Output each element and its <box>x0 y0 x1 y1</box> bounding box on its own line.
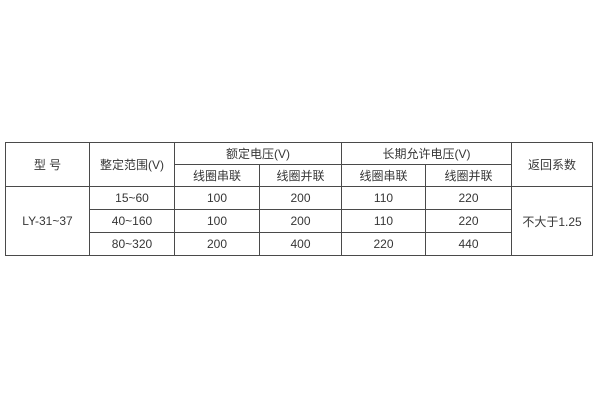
cell-rated-parallel: 200 <box>259 186 342 210</box>
cell-long-parallel: 220 <box>425 209 512 233</box>
cell-range: 80~320 <box>89 232 175 256</box>
cell-long-series: 110 <box>341 186 426 210</box>
cell-rated-parallel: 200 <box>259 209 342 233</box>
header-rated-voltage: 额定电压(V) <box>174 142 342 165</box>
cell-range: 15~60 <box>89 186 175 210</box>
cell-rated-series: 100 <box>174 186 260 210</box>
cell-range: 40~160 <box>89 209 175 233</box>
cell-long-parallel: 440 <box>425 232 512 256</box>
table-row: 80~320 200 400 220 440 <box>6 232 593 256</box>
relay-spec-table: 型 号 整定范围(V) 额定电压(V) 长期允许电压(V) 返回系数 线圈串联 … <box>5 142 593 256</box>
cell-long-series: 220 <box>341 232 426 256</box>
table-row: 40~160 100 200 110 220 <box>6 209 593 233</box>
header-long-term-voltage: 长期允许电压(V) <box>341 142 512 165</box>
header-long-coil-series: 线圈串联 <box>341 164 426 187</box>
header-long-coil-parallel: 线圈并联 <box>425 164 512 187</box>
cell-long-series: 110 <box>341 209 426 233</box>
header-setting-range: 整定范围(V) <box>89 142 175 187</box>
header-model: 型 号 <box>5 142 90 187</box>
cell-rated-series: 200 <box>174 232 260 256</box>
cell-return-coefficient: 不大于1.25 <box>511 186 593 256</box>
cell-rated-parallel: 400 <box>259 232 342 256</box>
header-rated-coil-series: 线圈串联 <box>174 164 260 187</box>
cell-rated-series: 100 <box>174 209 260 233</box>
header-rated-coil-parallel: 线圈并联 <box>259 164 342 187</box>
header-return-coefficient: 返回系数 <box>511 142 593 187</box>
table-row: LY-31~37 15~60 100 200 110 220 不大于1.25 <box>5 186 593 256</box>
cell-model: LY-31~37 <box>5 186 90 256</box>
cell-long-parallel: 220 <box>425 186 512 210</box>
header-row-top: 型 号 整定范围(V) 额定电压(V) 长期允许电压(V) 返回系数 <box>5 142 593 187</box>
